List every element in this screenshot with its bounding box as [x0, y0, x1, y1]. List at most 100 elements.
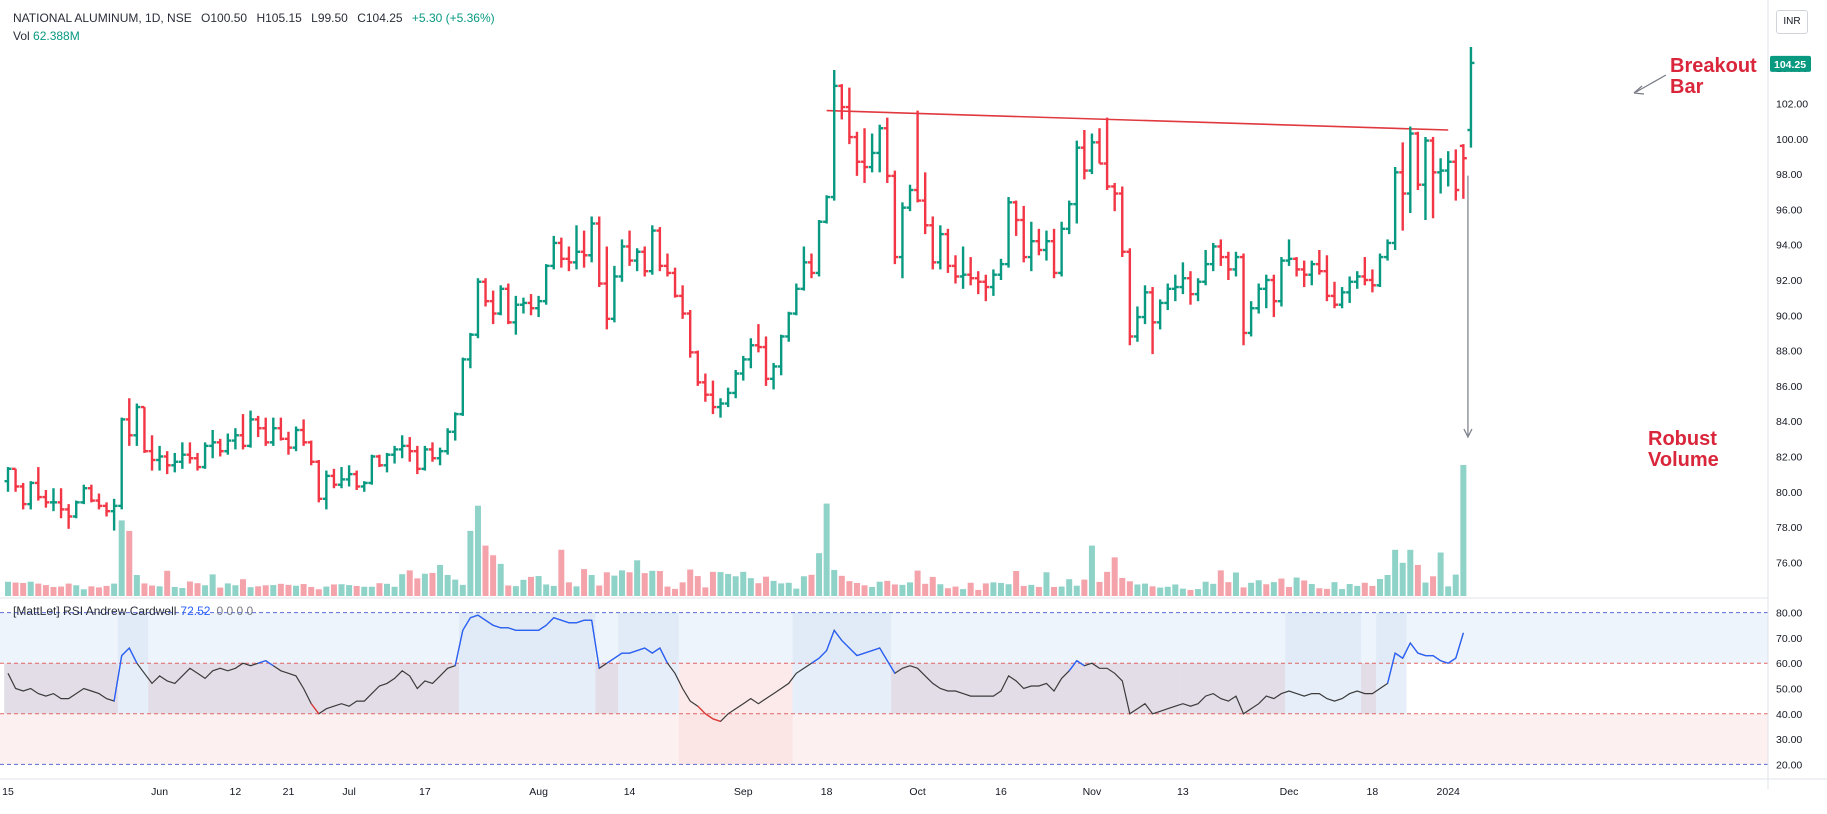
rsi-background [0, 612, 1768, 765]
volume-bar-49 [376, 583, 383, 596]
time-tick-10: Oct [909, 786, 925, 798]
volume-bar-59 [452, 579, 459, 596]
ohlc-bar-116 [883, 117, 891, 183]
volume-bar-90 [687, 569, 694, 596]
volume-bar-183 [1392, 549, 1399, 596]
volume-bar-142 [1081, 579, 1088, 596]
currency-button[interactable]: INR [1776, 10, 1808, 34]
ohlc-bar-186 [1414, 131, 1422, 190]
rsi-line-bull-seg [128, 647, 138, 664]
volume-bar-26 [202, 585, 209, 596]
ohlc-bar-110 [838, 84, 846, 120]
volume-bar-190 [1445, 586, 1452, 596]
ohlc-bar-87 [663, 253, 671, 277]
rsi-line-bull-seg [477, 614, 486, 621]
volume-bar-163 [1240, 587, 1247, 596]
volume-bar-134 [1020, 585, 1027, 596]
volume-bar-81 [618, 570, 625, 596]
ohlc-bar-41 [315, 460, 323, 503]
price-tick-8: 92.00 [1776, 275, 1802, 287]
ohlc-bar-25 [194, 452, 201, 471]
volume-bar-37 [285, 584, 292, 596]
ohlc-bar-74 [565, 246, 573, 272]
ohlc-bar-121 [921, 172, 929, 235]
rsi-line-bull-seg [1402, 642, 1411, 659]
ohlc-bar-137 [1042, 230, 1050, 261]
volume-bar-182 [1384, 575, 1391, 596]
volume-bars [5, 464, 1467, 596]
ohlc-bar-134 [1020, 205, 1028, 263]
volume-bar-128 [975, 589, 982, 596]
resistance-trendline [826, 109, 1449, 131]
volume-bar-63 [482, 545, 489, 596]
volume-bar-171 [1301, 580, 1308, 596]
ohlc-bar-190 [1444, 151, 1452, 187]
volume-bar-41 [315, 589, 322, 596]
volume-bar-15 [118, 520, 125, 596]
volume-bar-21 [164, 570, 171, 596]
price-tick-3: 82.00 [1776, 451, 1802, 463]
ohlc-bar-117 [891, 170, 899, 265]
ohlc-bar-4 [34, 467, 42, 501]
volume-bar-45 [346, 585, 353, 596]
ohlc-bar-6 [49, 488, 57, 512]
volume-bar-57 [437, 564, 444, 596]
volume-bar-191 [1452, 574, 1459, 596]
rsi-line-bull-seg [492, 624, 501, 629]
ohlc-bar-69 [527, 294, 535, 316]
ohlc-bar-56 [428, 442, 436, 462]
time-tick-14: Dec [1280, 786, 1299, 798]
ohlc-bar-166 [1262, 274, 1270, 309]
rsi-zone-6 [618, 612, 679, 714]
volume-bar-3 [27, 581, 34, 596]
ohlc-bar-45 [345, 465, 353, 487]
rsi-tick-5: 70.00 [1776, 633, 1802, 645]
volume-bar-34 [262, 585, 269, 596]
ohlc-bar-164 [1247, 301, 1255, 337]
volume-bar-67 [512, 586, 519, 596]
ohlc-bar-90 [686, 310, 694, 358]
ohlc-bar-65 [497, 285, 505, 316]
rsi-line-bull-seg [508, 627, 517, 631]
ohlc-bar-157 [1194, 278, 1202, 302]
ohlc-bar-184 [1399, 142, 1407, 231]
ohlc-bar-93 [709, 380, 717, 415]
ohlc-bar-101 [770, 362, 778, 390]
volume-bar-135 [1028, 584, 1035, 596]
rsi-line-bull-seg [470, 614, 479, 619]
ohlc-bar-24 [186, 442, 194, 464]
ohlc-bar-129 [982, 274, 990, 302]
volume-bar-89 [679, 582, 686, 596]
ohlc-bar-185 [1406, 126, 1414, 213]
volume-bar-29 [224, 583, 231, 596]
volume-bar-169 [1286, 586, 1293, 596]
rsi-axis: 20.00 30.00 40.00 50.00 60.00 70.00 80.00 [1776, 608, 1802, 772]
ohlc-bar-171 [1300, 260, 1308, 288]
ohlc-bar-133 [1012, 200, 1020, 236]
ohlc-bar-175 [1331, 281, 1338, 309]
breakout-line-1: Breakout [1670, 55, 1757, 77]
ohlc-bar-75 [573, 225, 580, 270]
ohlc-bar-150 [1141, 285, 1149, 325]
ohlc-bar-18 [140, 405, 148, 453]
symbol-title: NATIONAL ALUMINUM, 1D, NSE [13, 11, 192, 25]
time-tick-13: 13 [1177, 786, 1189, 798]
ohlc-bar-42 [322, 470, 330, 510]
ohlc-bar-29 [224, 433, 232, 455]
volume-legend: Vol 62.388M [13, 29, 80, 43]
volume-bar-98 [747, 578, 754, 596]
volume-arrow-head [1463, 428, 1473, 439]
rsi-line-bull-seg [811, 657, 820, 664]
ohlc-bar-15 [118, 417, 126, 510]
volume-bar-71 [543, 584, 550, 596]
time-tick-0: 15 [2, 786, 14, 798]
ohlc-bar-102 [777, 334, 785, 376]
rsi-line-bull-seg [1076, 660, 1085, 667]
ohlc-bar-67 [512, 295, 520, 335]
ohlc-bar-76 [580, 230, 588, 268]
volume-bar-46 [353, 585, 360, 596]
volume-bar-61 [467, 530, 474, 596]
ohlc-bar-43 [330, 468, 338, 489]
rsi-line-bull-seg [659, 647, 669, 664]
